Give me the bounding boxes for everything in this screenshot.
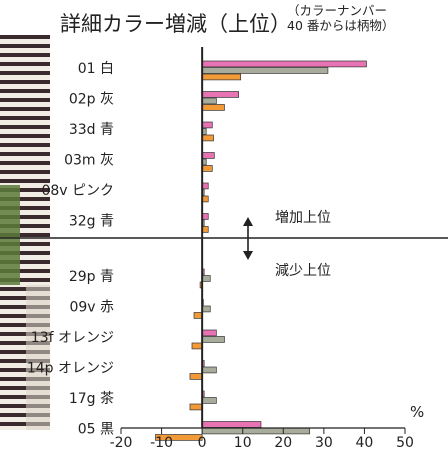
bar: [201, 104, 225, 111]
bar: [201, 97, 217, 105]
bar: [201, 366, 217, 374]
category-label: 17g 茶: [69, 391, 114, 407]
arrow-up-head: [243, 217, 253, 226]
arrow-down-head: [243, 251, 253, 260]
bar: [191, 342, 203, 350]
bar: [201, 329, 217, 337]
bar: [189, 373, 203, 380]
category-label: 29p 青: [69, 269, 114, 285]
x-tick-label: 10: [234, 435, 252, 450]
bar: [201, 152, 215, 159]
bar: [201, 67, 329, 74]
annotation-decrease: 減少上位: [275, 262, 331, 279]
category-label: 33d 青: [69, 122, 114, 138]
x-tick-label: 30: [315, 435, 333, 450]
striped-sweater-photo: [0, 35, 50, 430]
category-label: 14p オレンジ: [27, 361, 114, 377]
bar: [193, 312, 203, 319]
x-axis-unit: %: [410, 403, 425, 421]
chart-title: 詳細カラー増減（上位）: [60, 12, 291, 36]
bar: [201, 275, 211, 282]
bar: [201, 73, 242, 81]
x-tick-label: -10: [150, 435, 173, 450]
x-tick-label: 0: [198, 435, 207, 450]
bar: [201, 91, 240, 98]
bar: [201, 165, 213, 172]
x-tick-label: 20: [274, 435, 292, 450]
category-label: 01 白: [78, 61, 114, 77]
bar: [201, 305, 211, 313]
category-label: 32g 青: [69, 214, 114, 230]
bar: [201, 336, 225, 343]
category-label: 08v ピンク: [41, 183, 114, 199]
category-label: 13f オレンジ: [31, 330, 114, 346]
bar: [189, 403, 203, 411]
bar: [201, 421, 262, 428]
chart-note-line2: 40 番からは柄物）: [287, 18, 395, 33]
bar: [201, 134, 214, 142]
category-label: 03m 灰: [64, 153, 114, 169]
category-label: 05 黒: [78, 422, 114, 438]
bar: [201, 60, 367, 68]
x-tick-label: -20: [110, 435, 133, 450]
category-label: 09v 赤: [69, 300, 114, 316]
chart-note-line1: （カラーナンバー: [287, 3, 388, 18]
chart-note: （カラーナンバー 40 番からは柄物）: [287, 3, 394, 33]
annotation-increase: 増加上位: [275, 210, 331, 226]
bar: [201, 121, 213, 129]
bar: [201, 427, 311, 435]
x-tick-label: 50: [396, 435, 414, 450]
bar: [155, 434, 203, 441]
x-tick-label: 40: [356, 435, 374, 450]
category-label: 02p 灰: [69, 92, 114, 108]
bar: [201, 397, 217, 404]
